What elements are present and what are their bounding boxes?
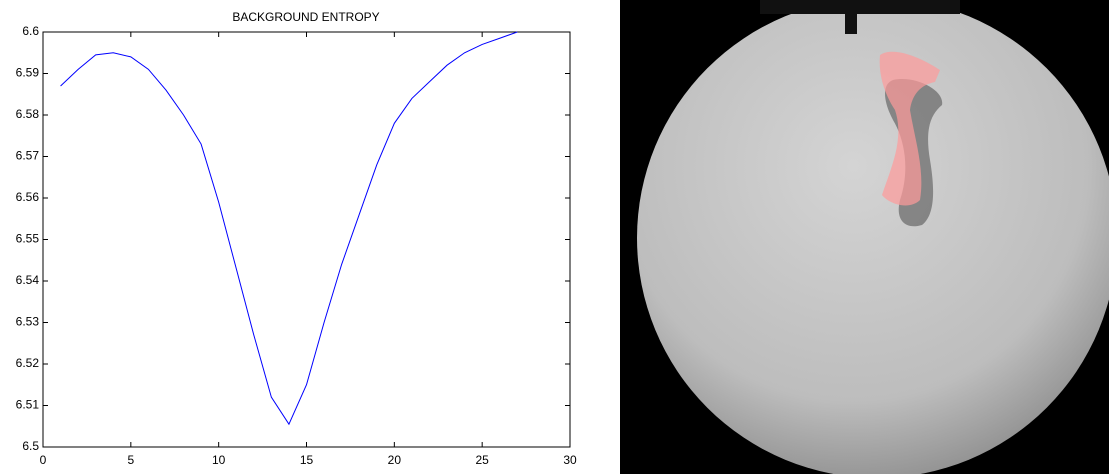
y-tick-label: 6.57 <box>16 149 40 163</box>
line-series <box>60 31 518 426</box>
x-tick-label: 5 <box>127 453 134 467</box>
y-tick-label: 6.5 <box>22 439 39 453</box>
fly-mask <box>879 51 940 206</box>
y-tick-label: 6.55 <box>16 232 40 246</box>
y-tick-label: 6.59 <box>16 66 40 80</box>
x-tick-label: 20 <box>388 453 402 467</box>
chart-title: BACKGROUND ENTROPY <box>232 10 379 24</box>
plot-area <box>42 31 571 448</box>
y-tick-label: 6.53 <box>16 315 40 329</box>
y-tick-label: 6.51 <box>16 398 40 412</box>
holder-pin <box>845 0 857 34</box>
holder <box>760 0 960 14</box>
y-tick-label: 6.52 <box>16 356 40 370</box>
x-tick-label: 25 <box>475 453 489 467</box>
x-tick-label: 10 <box>212 453 226 467</box>
x-tick-label: 15 <box>300 453 314 467</box>
dish <box>637 0 1109 474</box>
y-tick-label: 6.58 <box>16 107 40 121</box>
x-tick-label: 30 <box>563 453 577 467</box>
y-tick-label: 6.54 <box>16 273 40 287</box>
x-tick-label: 0 <box>40 453 47 467</box>
y-tick-label: 6.56 <box>16 190 40 204</box>
y-tick-label: 6.6 <box>22 24 39 38</box>
